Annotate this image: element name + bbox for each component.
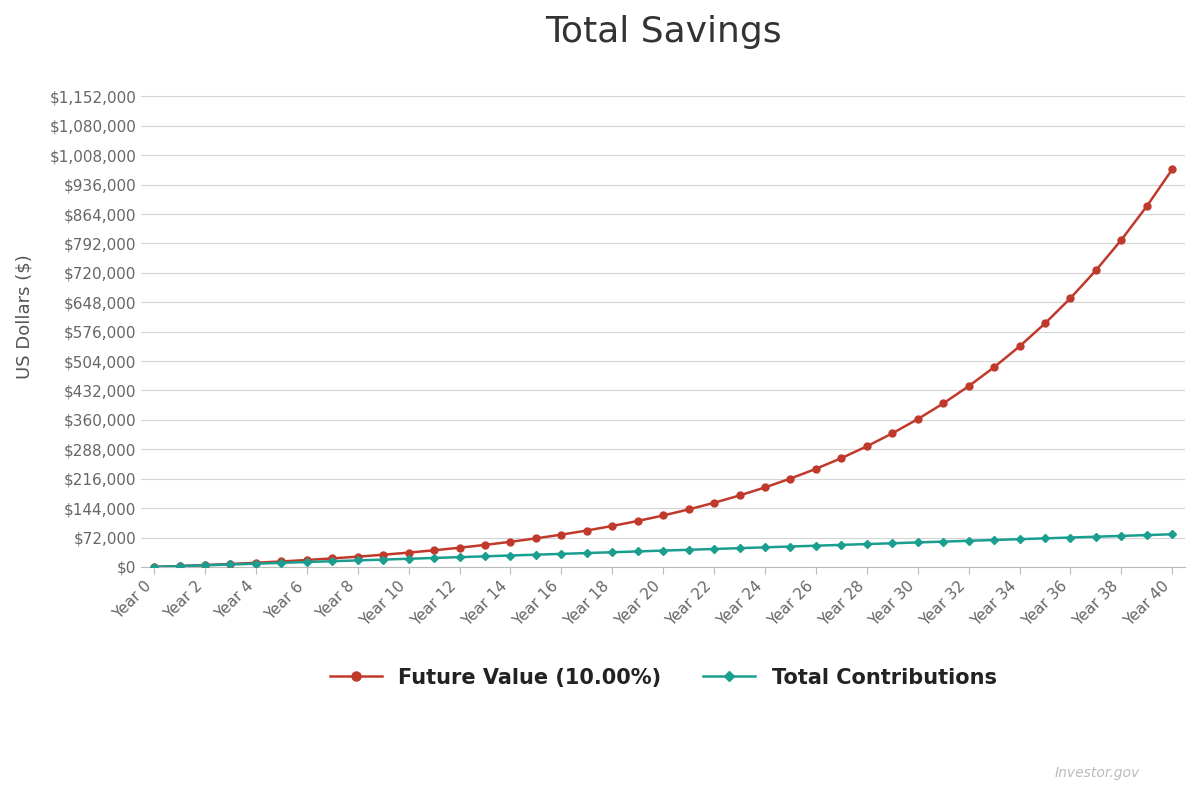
Future Value (10.00%): [248, 558, 263, 567]
Total Contributions: [300, 558, 314, 567]
Future Value (10.00%): [886, 429, 900, 438]
Future Value (10.00%): [809, 464, 823, 474]
Future Value (10.00%): [986, 362, 1001, 372]
Line: Total Contributions: Total Contributions: [151, 531, 1175, 570]
Future Value (10.00%): [427, 546, 442, 555]
Total Contributions: [1063, 533, 1078, 542]
Total Contributions: [248, 559, 263, 569]
Total Contributions: [427, 553, 442, 562]
Total Contributions: [529, 550, 544, 559]
Future Value (10.00%): [1140, 202, 1154, 211]
Future Value (10.00%): [478, 540, 492, 550]
Future Value (10.00%): [911, 414, 925, 424]
Future Value (10.00%): [554, 530, 569, 539]
Future Value (10.00%): [961, 382, 976, 391]
Future Value (10.00%): [656, 510, 671, 520]
Total Contributions: [605, 547, 619, 557]
Total Contributions: [859, 539, 874, 549]
Total Contributions: [936, 537, 950, 546]
Total Contributions: [1088, 532, 1103, 542]
Future Value (10.00%): [758, 482, 773, 492]
Future Value (10.00%): [859, 442, 874, 451]
Future Value (10.00%): [1013, 342, 1027, 351]
Future Value (10.00%): [1165, 165, 1180, 174]
Future Value (10.00%): [146, 562, 161, 572]
Total Contributions: [707, 544, 721, 554]
Future Value (10.00%): [376, 550, 390, 559]
Total Contributions: [961, 536, 976, 546]
Future Value (10.00%): [325, 554, 340, 563]
Future Value (10.00%): [1088, 266, 1103, 275]
Total Contributions: [630, 546, 644, 556]
Total Contributions: [198, 561, 212, 570]
Future Value (10.00%): [300, 555, 314, 565]
Total Contributions: [1165, 530, 1180, 539]
Total Contributions: [325, 557, 340, 566]
Future Value (10.00%): [630, 516, 644, 526]
Total Contributions: [1038, 534, 1052, 543]
Future Value (10.00%): [732, 490, 746, 500]
Total Contributions: [656, 546, 671, 555]
Total Contributions: [682, 545, 696, 554]
Future Value (10.00%): [274, 557, 288, 566]
Future Value (10.00%): [1063, 294, 1078, 303]
Total Contributions: [146, 562, 161, 572]
Line: Future Value (10.00%): Future Value (10.00%): [151, 166, 1176, 570]
Text: Investor.gov: Investor.gov: [1055, 766, 1140, 780]
Total Contributions: [886, 538, 900, 548]
Future Value (10.00%): [1114, 235, 1128, 245]
Future Value (10.00%): [580, 526, 594, 535]
Future Value (10.00%): [198, 560, 212, 570]
Total Contributions: [809, 541, 823, 550]
Title: Total Savings: Total Savings: [545, 15, 781, 49]
Total Contributions: [1140, 530, 1154, 540]
Total Contributions: [554, 549, 569, 558]
Future Value (10.00%): [503, 537, 517, 546]
Future Value (10.00%): [529, 534, 544, 543]
Total Contributions: [834, 540, 848, 550]
Future Value (10.00%): [350, 552, 365, 562]
Total Contributions: [758, 542, 773, 552]
Future Value (10.00%): [682, 505, 696, 514]
Total Contributions: [376, 554, 390, 564]
Future Value (10.00%): [834, 454, 848, 463]
Future Value (10.00%): [402, 548, 416, 558]
Future Value (10.00%): [173, 562, 187, 571]
Total Contributions: [580, 548, 594, 558]
Future Value (10.00%): [784, 474, 798, 483]
Total Contributions: [503, 550, 517, 560]
Y-axis label: US Dollars ($): US Dollars ($): [16, 254, 34, 379]
Future Value (10.00%): [605, 521, 619, 530]
Future Value (10.00%): [1038, 318, 1052, 328]
Total Contributions: [173, 562, 187, 571]
Total Contributions: [986, 535, 1001, 545]
Total Contributions: [784, 542, 798, 551]
Total Contributions: [350, 556, 365, 566]
Future Value (10.00%): [707, 498, 721, 507]
Future Value (10.00%): [452, 543, 467, 553]
Total Contributions: [223, 560, 238, 570]
Total Contributions: [732, 543, 746, 553]
Total Contributions: [402, 554, 416, 563]
Total Contributions: [1114, 531, 1128, 541]
Total Contributions: [452, 552, 467, 562]
Total Contributions: [274, 558, 288, 568]
Total Contributions: [1013, 534, 1027, 544]
Total Contributions: [911, 538, 925, 547]
Future Value (10.00%): [223, 559, 238, 569]
Future Value (10.00%): [936, 398, 950, 408]
Total Contributions: [478, 551, 492, 561]
Legend: Future Value (10.00%), Total Contributions: Future Value (10.00%), Total Contributio…: [322, 659, 1006, 697]
